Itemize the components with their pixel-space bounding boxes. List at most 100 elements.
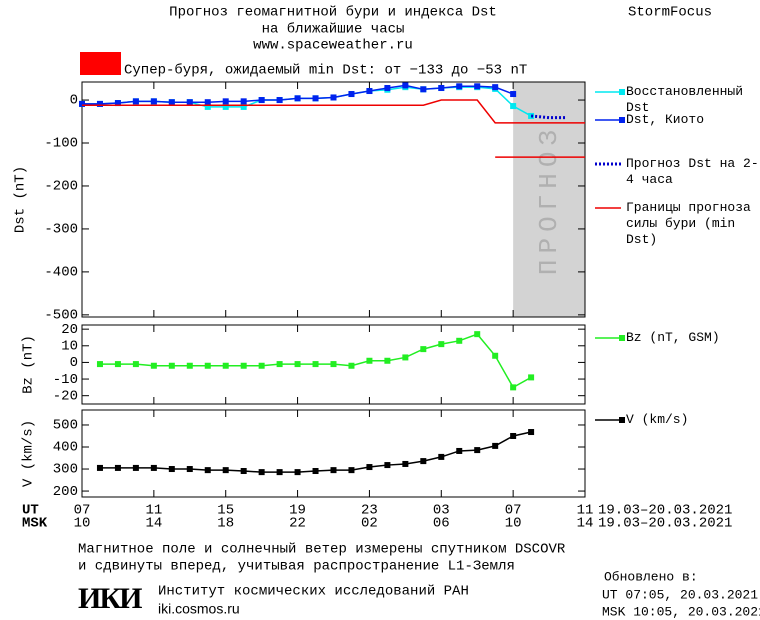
x-tick-label-msk: 14 (577, 516, 594, 532)
point (456, 447, 463, 454)
point (222, 98, 229, 105)
x-tick-label: 23 (361, 503, 378, 519)
point (96, 361, 103, 368)
point (240, 468, 247, 475)
x-tick-label: 03 (433, 503, 450, 519)
y-tick-label: -20 (53, 388, 78, 404)
point (132, 464, 139, 471)
point (258, 469, 265, 476)
panel-frame (81, 324, 586, 405)
y-tick-label: 300 (53, 462, 78, 478)
point (132, 98, 139, 105)
point (330, 94, 337, 101)
x-tick-label-msk: 18 (217, 516, 234, 532)
y-axis-label: Bz (nT) (21, 335, 37, 394)
updated: Обновлено в: (604, 569, 698, 584)
title: на ближайшие часы (262, 21, 405, 38)
site: iki.cosmos.ru (158, 601, 240, 617)
point (258, 362, 265, 369)
y-tick-label: 0 (70, 93, 78, 109)
point (276, 361, 283, 368)
y-tick-label: -300 (44, 222, 78, 238)
legend-entry: Dst, Киото (626, 112, 705, 127)
panel-frame (81, 409, 586, 498)
point (240, 98, 247, 105)
x-tick-label-msk: 10 (505, 516, 522, 532)
point (474, 447, 481, 454)
note: Магнитное поле и солнечный ветер измерен… (78, 541, 566, 558)
title: Прогноз геомагнитной бури и индекса Dst (169, 4, 497, 21)
point (132, 361, 139, 368)
point (456, 83, 463, 90)
point (222, 362, 229, 369)
point (330, 467, 337, 474)
point (294, 95, 301, 102)
point (492, 442, 499, 449)
y-tick-label: 200 (53, 484, 78, 500)
point (150, 98, 157, 105)
point (402, 82, 409, 89)
point (294, 361, 301, 368)
y-tick-label: -500 (44, 308, 78, 324)
point (79, 100, 85, 107)
point (258, 97, 265, 104)
point (276, 97, 283, 104)
point (330, 361, 337, 368)
point (294, 469, 301, 476)
point (492, 84, 499, 91)
x-tick-label-msk: 22 (289, 516, 306, 532)
series-line (99, 431, 532, 473)
point (510, 103, 517, 110)
x-tick-label-msk: 02 (361, 516, 378, 532)
legend-entry: Bz (nT, GSM) (626, 330, 720, 345)
x-tick-label: 07 (74, 503, 91, 519)
y-tick-label: -200 (44, 179, 78, 195)
point (204, 467, 211, 474)
point (366, 464, 373, 471)
date-range: 19.03–20.03.2021 (598, 516, 732, 532)
y-axis-label: Dst (nT) (13, 166, 29, 233)
point (474, 83, 481, 90)
point (186, 466, 193, 473)
point (348, 91, 355, 98)
alert-box (80, 52, 121, 75)
y-tick-label: 500 (53, 418, 78, 434)
point (402, 354, 409, 361)
point (168, 466, 175, 473)
legend-entry: Восстановленный Dst (626, 84, 744, 115)
x-tick-label-msk: 06 (433, 516, 450, 532)
point (240, 103, 247, 110)
y-tick-label: 400 (53, 440, 78, 456)
legend-entry: Границы прогноза силы бури (min Dst) (626, 200, 751, 247)
point (240, 362, 247, 369)
point (222, 103, 229, 110)
point (96, 464, 103, 471)
alert: Супер-буря, ожидаемый min Dst: от −133 д… (124, 62, 527, 79)
point (204, 103, 211, 110)
legend-icon (619, 417, 625, 423)
point (438, 85, 445, 92)
point (312, 468, 319, 475)
point (222, 467, 229, 474)
x-tick-label: 07 (505, 503, 522, 519)
x-axis-label: UT (22, 503, 39, 519)
point (510, 91, 517, 98)
point (114, 361, 121, 368)
point (312, 361, 319, 368)
legend-icon (619, 89, 625, 95)
point (420, 458, 427, 465)
point (510, 432, 517, 439)
logo: ИКИ (78, 582, 142, 615)
institute: Институт космических исследований РАН (158, 583, 469, 600)
y-tick-label: -100 (44, 136, 78, 152)
point (402, 460, 409, 467)
point (474, 331, 481, 338)
point (528, 429, 535, 436)
point (348, 362, 355, 369)
point (438, 341, 445, 348)
forecast-band (513, 82, 585, 317)
point (510, 384, 517, 391)
y-tick-label: -10 (53, 372, 78, 388)
point (96, 100, 103, 107)
